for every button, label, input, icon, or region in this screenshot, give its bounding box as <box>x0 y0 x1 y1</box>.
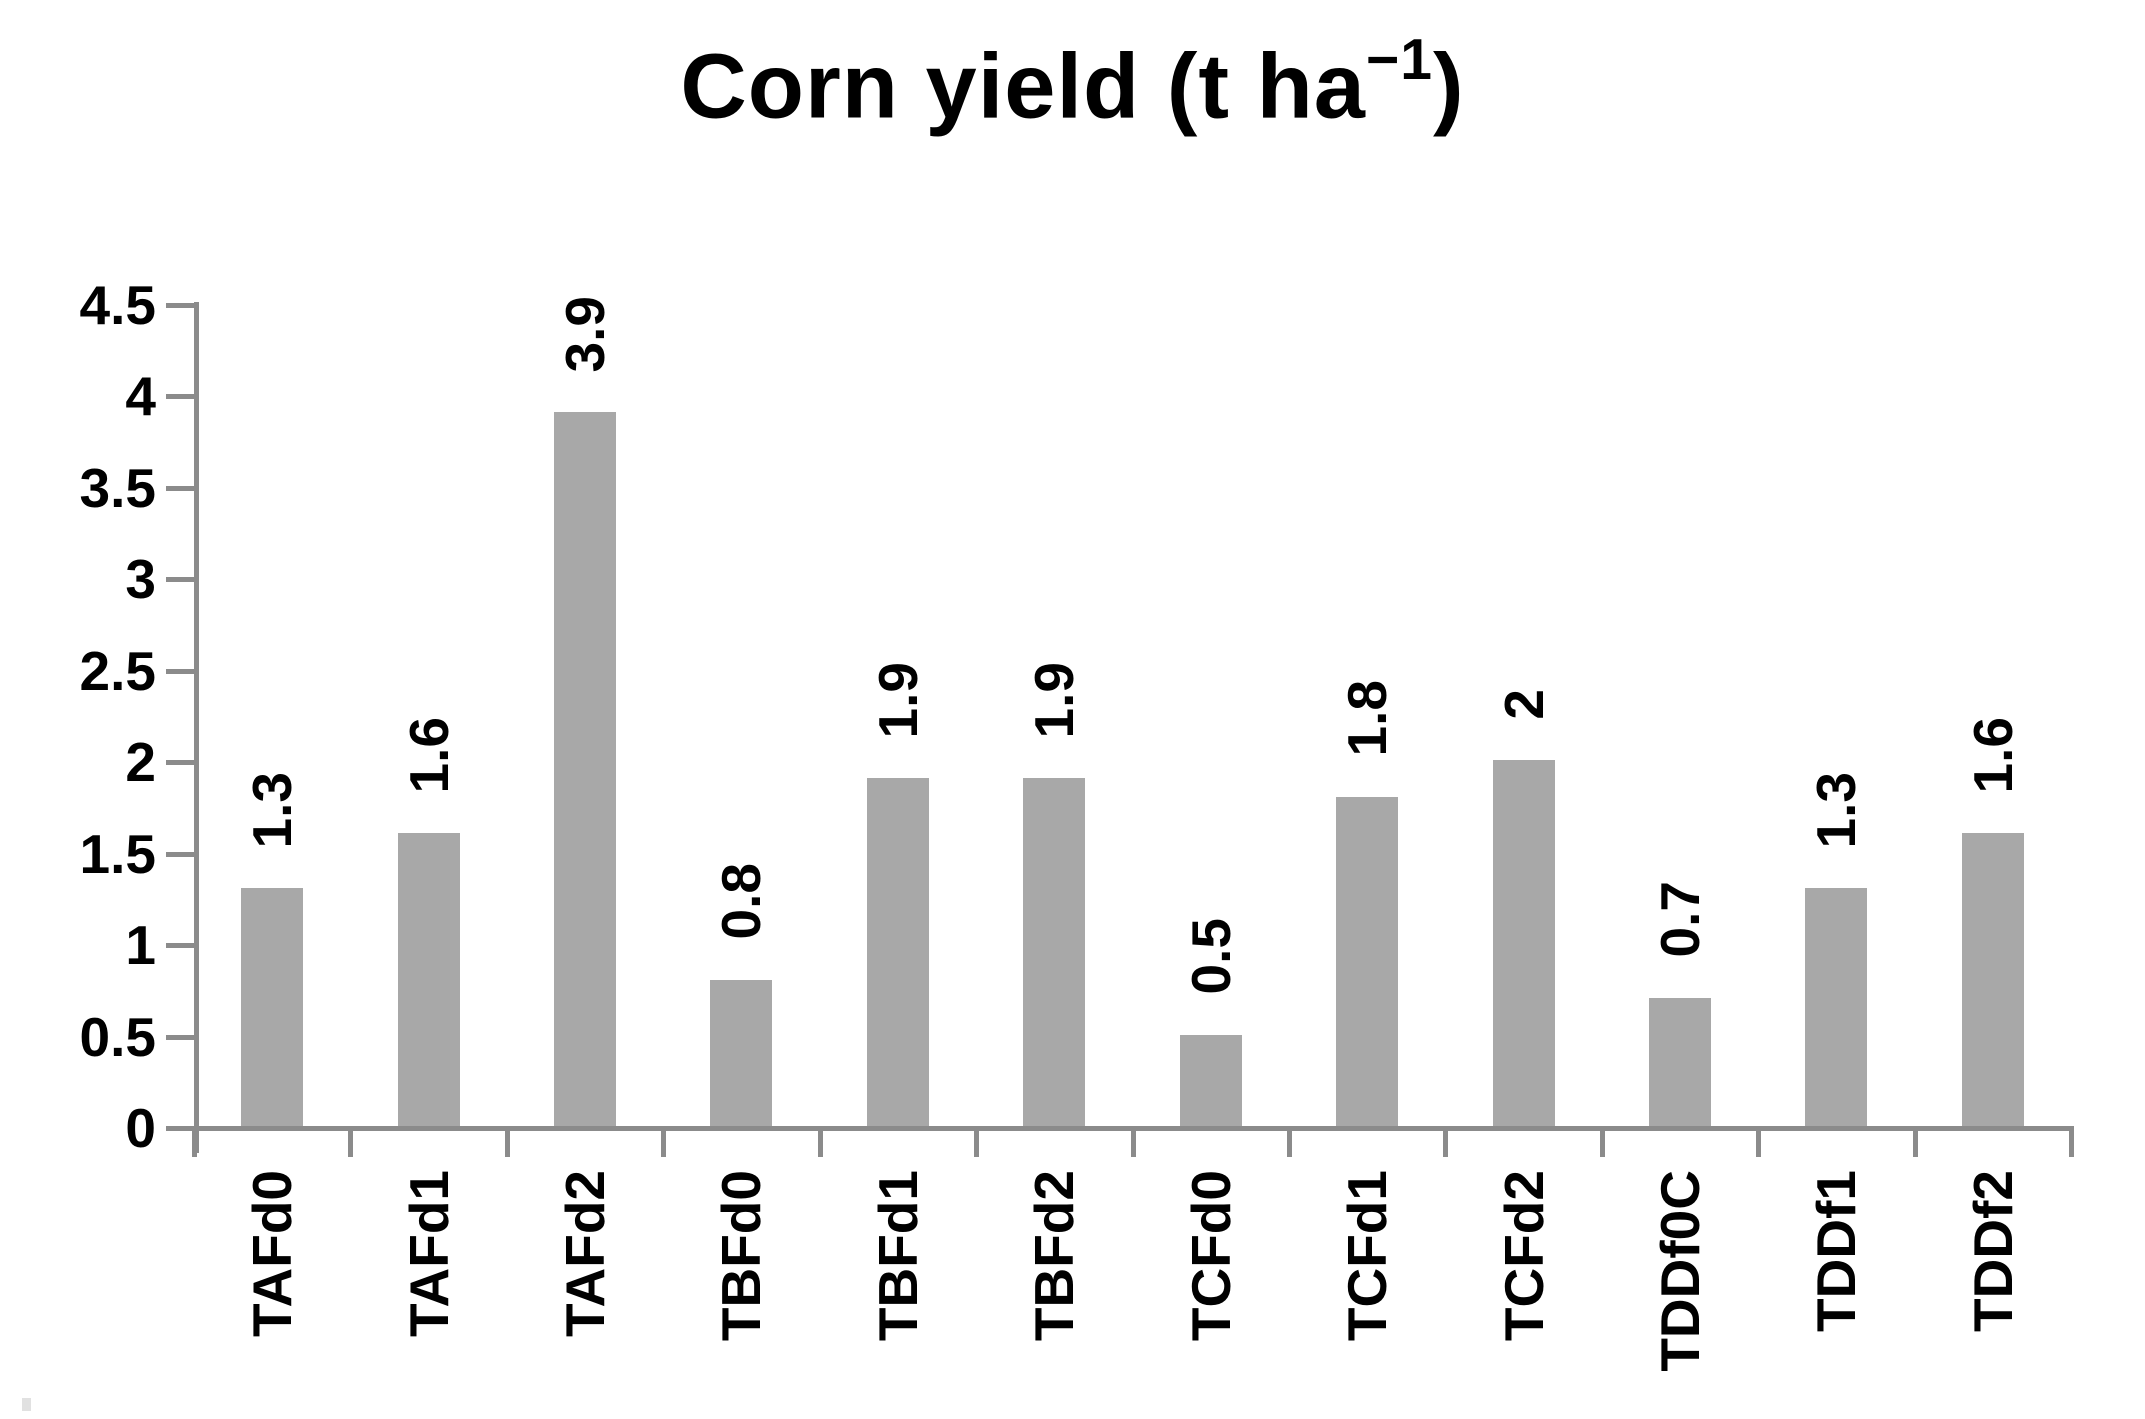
x-tick-label: TAFd1 <box>397 1170 460 1338</box>
x-tick-label: TAFd2 <box>554 1170 617 1338</box>
data-label: 0.8 <box>710 863 773 940</box>
y-tick <box>166 577 194 582</box>
chart-title: Corn yield (t ha−1) <box>0 28 2145 140</box>
x-tick <box>1286 1126 1292 1157</box>
y-tick <box>166 851 194 857</box>
y-tick-label: 2.5 <box>79 639 156 702</box>
y-tick <box>166 1034 194 1040</box>
bar-TCFd2 <box>1492 760 1555 1129</box>
data-label: 3.9 <box>554 295 617 373</box>
bar-TBFd0 <box>710 979 773 1129</box>
x-tick-label: TCFd2 <box>1492 1170 1555 1342</box>
y-tick-label: 4.5 <box>79 273 156 336</box>
data-label: 2 <box>1492 689 1555 720</box>
x-tick <box>1130 1126 1136 1157</box>
y-tick <box>166 943 194 948</box>
y-tick-label: 4 <box>125 365 156 427</box>
data-label: 0.5 <box>1179 918 1242 995</box>
x-tick <box>661 1126 667 1157</box>
x-tick <box>974 1126 980 1157</box>
y-tick <box>166 394 194 399</box>
bar-TDDf0C <box>1648 997 1711 1129</box>
y-tick <box>166 668 194 674</box>
x-tick-label: TCFd0 <box>1179 1170 1242 1342</box>
x-tick-label: TCFd1 <box>1336 1170 1399 1342</box>
x-tick-label: TDDf1 <box>1805 1170 1868 1332</box>
bar-TDDf2 <box>1961 833 2024 1129</box>
data-label: 0.7 <box>1648 881 1711 958</box>
corner-artifact-dot <box>22 1398 31 1411</box>
y-tick <box>166 760 194 765</box>
data-label: 1.9 <box>1023 661 1086 739</box>
data-label: 1.3 <box>1805 771 1868 849</box>
y-tick-label: 0.5 <box>79 1005 156 1068</box>
y-tick-label: 1 <box>125 914 156 976</box>
y-tick-label: 3 <box>125 548 156 610</box>
x-tick-label: TAFd0 <box>241 1170 304 1338</box>
y-tick <box>166 1126 194 1131</box>
x-tick <box>348 1126 354 1157</box>
x-tick <box>1443 1126 1449 1157</box>
data-label: 1.6 <box>397 716 460 794</box>
chart-title-text: Corn yield (t ha <box>680 35 1366 138</box>
bar-TCFd1 <box>1336 796 1399 1129</box>
chart-title-superscript: −1 <box>1365 28 1433 93</box>
data-label: 1.3 <box>241 771 304 849</box>
x-tick <box>1599 1126 1605 1157</box>
x-tick-label: TDDf2 <box>1961 1170 2024 1332</box>
x-tick <box>817 1126 823 1157</box>
bar-TAFd1 <box>397 833 460 1129</box>
bar-TCFd0 <box>1179 1034 1242 1129</box>
bar-TAFd2 <box>554 412 617 1129</box>
y-tick <box>166 302 194 308</box>
x-tick-label: TBFd2 <box>1023 1170 1086 1342</box>
x-axis-line <box>194 1126 2071 1131</box>
y-tick-label: 0 <box>125 1097 156 1159</box>
data-label: 1.9 <box>866 661 929 739</box>
data-label: 1.8 <box>1336 680 1399 757</box>
x-tick <box>2069 1126 2075 1157</box>
x-tick-label: TBFd1 <box>866 1170 929 1342</box>
x-tick <box>1912 1126 1918 1157</box>
chart-title-close-paren: ) <box>1433 35 1465 138</box>
y-tick-label: 2 <box>125 731 156 793</box>
bar-TDDf1 <box>1805 888 1868 1129</box>
x-tick <box>1756 1126 1762 1157</box>
bar-TAFd0 <box>241 888 304 1129</box>
y-tick-label: 3.5 <box>79 456 156 519</box>
x-tick-label: TBFd0 <box>710 1170 773 1342</box>
x-tick <box>504 1126 510 1157</box>
bar-TBFd1 <box>866 778 929 1129</box>
y-tick-label: 1.5 <box>79 822 156 885</box>
x-tick-label: TDDf0C <box>1648 1170 1711 1372</box>
y-axis-line <box>194 302 199 1153</box>
y-tick <box>166 485 194 491</box>
bar-TBFd2 <box>1023 778 1086 1129</box>
data-label: 1.6 <box>1961 716 2024 794</box>
